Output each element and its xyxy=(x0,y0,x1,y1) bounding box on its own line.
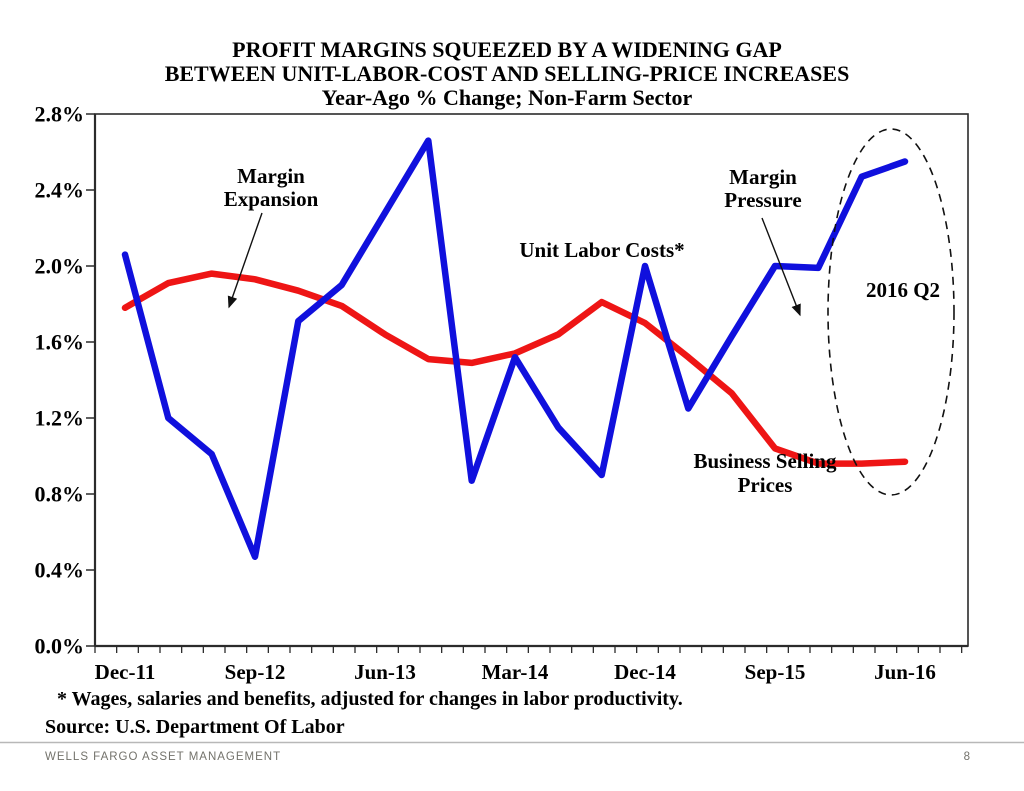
business-selling-prices-label-line1: Business Selling xyxy=(694,449,837,473)
unit-labor-costs-line xyxy=(121,137,909,560)
footer-page-number: 8 xyxy=(964,751,971,763)
chart-title-line2: BETWEEN UNIT-LABOR-COST AND SELLING-PRIC… xyxy=(165,61,850,86)
margin-pressure-arrow xyxy=(761,217,801,317)
y-axis-label: 0.4% xyxy=(35,558,85,583)
y-axis-label: 0.0% xyxy=(35,634,85,659)
y-axis-label: 2.0% xyxy=(35,254,85,279)
margin-pressure-label-line2: Pressure xyxy=(724,188,801,212)
y-axis-label: 0.8% xyxy=(35,482,85,507)
x-axis-label: Jun-13 xyxy=(354,660,416,684)
footnote-text: * Wages, salaries and benefits, adjusted… xyxy=(57,688,683,710)
x-axis-label: Jun-16 xyxy=(874,660,936,684)
2016-q2-label: 2016 Q2 xyxy=(866,278,940,302)
series-lines xyxy=(121,137,909,560)
y-axis-label: 1.2% xyxy=(35,406,85,431)
y-axis-label: 2.4% xyxy=(35,178,85,203)
margin-expansion-label-line2: Expansion xyxy=(224,187,319,211)
x-axis-label: Dec-11 xyxy=(95,660,156,684)
x-axis-label: Sep-15 xyxy=(745,660,806,684)
2016-q2-highlight-ellipse xyxy=(827,128,955,496)
margin-pressure-label-line1: Margin xyxy=(729,165,797,189)
y-axis-label: 2.8% xyxy=(35,102,85,127)
chart-subtitle: Year-Ago % Change; Non-Farm Sector xyxy=(322,85,693,110)
margin-expansion-arrow xyxy=(227,212,263,309)
business-selling-prices-label-line2: Prices xyxy=(738,473,793,497)
margin-expansion-label-line1: Margin xyxy=(237,164,305,188)
x-axis-label: Dec-14 xyxy=(614,660,676,684)
chart-title-line1: PROFIT MARGINS SQUEEZED BY A WIDENING GA… xyxy=(232,37,782,62)
footer-brand: WELLS FARGO ASSET MANAGEMENT xyxy=(45,751,281,763)
business-selling-prices-line xyxy=(121,270,909,467)
x-axis-ticks: Dec-11 Sep-12 Jun-13 Mar-14 Dec-14 Sep-15 Jun-… xyxy=(94,646,963,684)
x-axis-label: Sep-12 xyxy=(225,660,286,684)
y-axis-ticks: 0.0% 0.4% 0.8% 1.2% 1.6% 2.0% 2.4% 2.8% xyxy=(35,102,95,659)
source-text: Source: U.S. Department Of Labor xyxy=(45,716,345,738)
unit-labor-costs-series-label: Unit Labor Costs* xyxy=(519,238,684,262)
y-axis-label: 1.6% xyxy=(35,330,85,355)
x-axis-label: Mar-14 xyxy=(482,660,549,684)
